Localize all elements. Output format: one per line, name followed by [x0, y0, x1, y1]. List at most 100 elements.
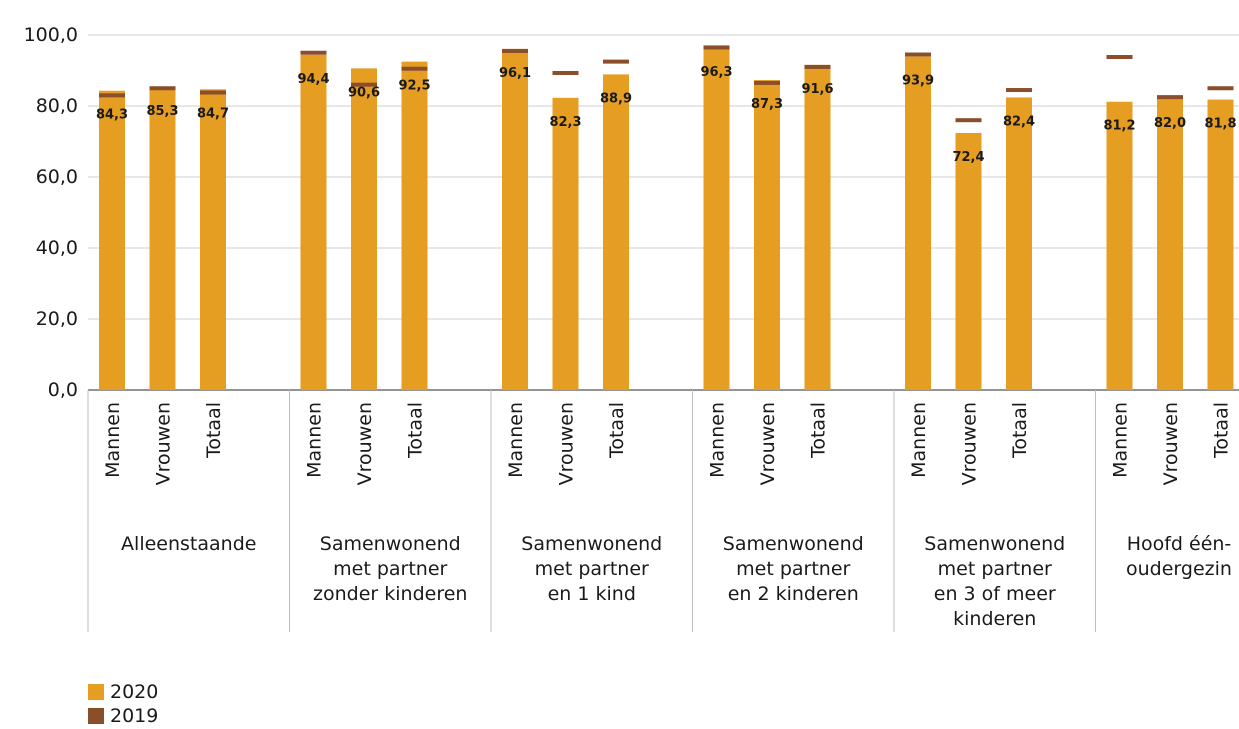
- bar-2020: [804, 64, 831, 390]
- marker-2019: [703, 45, 730, 50]
- group-label-line: zonder kinderen: [313, 583, 467, 605]
- marker-2019: [1207, 86, 1234, 91]
- marker-2019: [149, 86, 176, 91]
- bar-2020: [99, 90, 125, 391]
- category-label: Totaal: [1009, 402, 1031, 459]
- category-label: Mannen: [707, 402, 729, 478]
- group-label: Hoofd één-oudergezin: [1126, 533, 1232, 580]
- group-label-line: kinderen: [953, 608, 1036, 630]
- marker-2019: [804, 64, 831, 69]
- bar-2020: [351, 68, 377, 391]
- data-label: 82,3: [549, 115, 581, 130]
- bar-chart: 0,0 20,0 40,0 60,0 80,0 100,0 84,3 Mannen 85,3 Vr…: [24, 24, 1239, 632]
- data-label: 87,3: [751, 97, 783, 112]
- group-label-line: Hoofd één-: [1127, 533, 1232, 555]
- bar-2020: [200, 89, 226, 390]
- group-label: Samenwonend met partner zonder kinderen: [313, 533, 467, 605]
- y-tick-label: 0,0: [48, 379, 78, 401]
- legend-label-2020: 2020: [110, 681, 159, 703]
- bar-2020: [1207, 99, 1234, 391]
- marker-2019: [552, 70, 579, 75]
- marker-2019: [99, 93, 125, 98]
- group-label-line: en 2 kinderen: [728, 583, 859, 605]
- bar-2020: [1157, 98, 1183, 391]
- legend-label-2019: 2019: [110, 705, 159, 727]
- marker-2019: [351, 82, 377, 87]
- legend-item-2019: 2019: [88, 704, 158, 728]
- bar-2020: [1006, 97, 1032, 390]
- category-label: Mannen: [102, 402, 124, 478]
- group-label: Samenwonend met partner en 3 of meer kinder…: [924, 533, 1065, 630]
- marker-2019: [955, 118, 982, 123]
- legend-item-2020: 2020: [88, 680, 158, 704]
- data-label: 93,9: [902, 74, 934, 89]
- group-label-line: Samenwonend: [924, 533, 1065, 555]
- data-label: 90,6: [348, 85, 380, 100]
- bar-2020: [603, 74, 629, 390]
- category-label: Totaal: [405, 402, 427, 459]
- data-label: 92,5: [398, 79, 430, 94]
- group-label-line: Samenwonend: [521, 533, 662, 555]
- category-label: Vrouwen: [556, 402, 578, 485]
- marker-2019: [754, 80, 780, 85]
- category-label: Mannen: [304, 402, 326, 478]
- data-label: 88,9: [600, 91, 632, 106]
- marker-2019: [603, 59, 629, 64]
- marker-2019: [200, 90, 226, 95]
- category-label: Vrouwen: [354, 402, 376, 485]
- marker-2019: [300, 50, 327, 55]
- category-label: Totaal: [606, 402, 628, 459]
- y-tick-label: 40,0: [36, 237, 78, 259]
- group-label: Samenwonend met partner en 2 kinderen: [723, 533, 864, 605]
- data-label: 81,8: [1204, 117, 1236, 132]
- bar-2020: [955, 132, 982, 391]
- marker-2019: [905, 52, 931, 57]
- data-label: 84,7: [197, 106, 229, 121]
- bar-2020: [149, 87, 176, 390]
- group-label: Alleenstaande: [121, 533, 256, 555]
- category-label: Mannen: [908, 402, 930, 478]
- data-label: 84,3: [96, 108, 128, 123]
- marker-2019: [502, 48, 528, 53]
- legend: 2020 2019: [88, 680, 158, 728]
- data-label: 96,1: [499, 66, 531, 81]
- group-label-line: met partner: [333, 558, 447, 580]
- marker-2019: [1106, 55, 1133, 60]
- group-label-line: met partner: [535, 558, 649, 580]
- bar-2020: [703, 48, 730, 390]
- group-label-line: Samenwonend: [320, 533, 461, 555]
- y-tick-label: 100,0: [24, 24, 78, 46]
- bar-2020: [1106, 101, 1133, 391]
- category-label: Vrouwen: [1160, 402, 1182, 485]
- bar-2020: [905, 56, 931, 390]
- bar-2020: [401, 61, 428, 390]
- category-label: Totaal: [1211, 402, 1233, 459]
- y-tick-label: 60,0: [36, 166, 78, 188]
- marker-2019: [1006, 88, 1032, 93]
- category-label: Totaal: [808, 402, 830, 459]
- group-label-line: oudergezin: [1126, 558, 1232, 580]
- group-label-line: en 3 of meer: [934, 583, 1056, 605]
- legend-swatch-2019: [88, 708, 104, 724]
- data-label: 82,0: [1154, 116, 1186, 131]
- bar-2020: [300, 54, 327, 390]
- bar-2020: [754, 80, 780, 391]
- group-label: Samenwonend met partner en 1 kind: [521, 533, 662, 605]
- legend-swatch-2020: [88, 684, 104, 700]
- marker-2019: [1157, 95, 1183, 100]
- bar-2020: [502, 48, 528, 390]
- marker-2019: [401, 66, 428, 71]
- group-label-line: Alleenstaande: [121, 533, 256, 555]
- category-label: Vrouwen: [757, 402, 779, 485]
- data-label: 81,2: [1103, 119, 1135, 134]
- data-label: 96,3: [700, 65, 732, 80]
- group-label-line: Samenwonend: [723, 533, 864, 555]
- data-label: 94,4: [297, 72, 329, 87]
- y-tick-label: 20,0: [36, 308, 78, 330]
- group-label-line: en 1 kind: [548, 583, 636, 605]
- data-label: 82,4: [1003, 114, 1035, 129]
- group-label-line: met partner: [736, 558, 850, 580]
- category-label: Mannen: [505, 402, 527, 478]
- category-label: Mannen: [1110, 402, 1132, 478]
- data-label: 85,3: [146, 104, 178, 119]
